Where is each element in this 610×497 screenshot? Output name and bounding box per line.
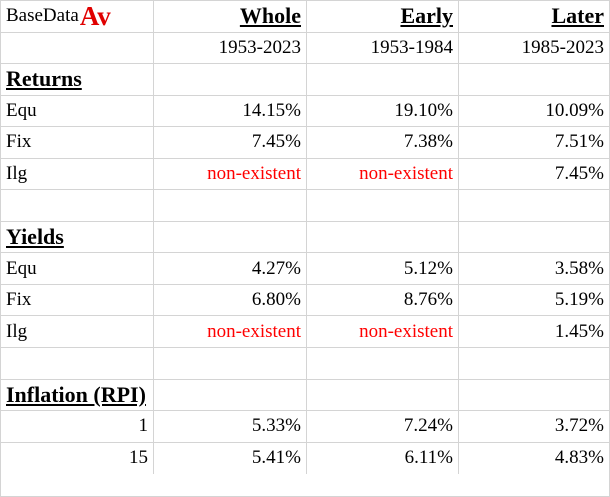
table-row: Fix 7.45% 7.38% 7.51%: [1, 127, 609, 159]
value-cell[interactable]: 3.72%: [554, 415, 604, 437]
value-cell[interactable]: 1.45%: [554, 320, 604, 342]
value-cell[interactable]: 4.83%: [554, 447, 604, 469]
empty-cell[interactable]: [307, 379, 459, 411]
value-cell[interactable]: 5.41%: [154, 442, 307, 475]
row-label[interactable]: Fix: [1, 284, 154, 316]
table-row: Equ 14.15% 19.10% 10.09%: [1, 95, 609, 128]
value-cell[interactable]: 5.12%: [307, 253, 459, 284]
empty-cell[interactable]: [154, 379, 307, 411]
value-cell[interactable]: 19.10%: [307, 95, 459, 127]
row-label[interactable]: Fix: [1, 127, 154, 158]
value-cell[interactable]: 5.33%: [154, 411, 307, 442]
empty-cell[interactable]: [307, 348, 459, 379]
value-cell[interactable]: non-existent: [307, 158, 459, 190]
blank-row: [1, 348, 609, 380]
empty-cell[interactable]: [307, 221, 459, 253]
empty-cell[interactable]: [154, 64, 307, 95]
value-cell[interactable]: 7.45%: [154, 127, 307, 158]
period-early[interactable]: 1953-1984: [307, 32, 459, 64]
section-title-returns[interactable]: Returns: [1, 64, 154, 95]
empty-cell[interactable]: [154, 190, 307, 221]
value-cell[interactable]: 8.76%: [307, 284, 459, 316]
period-row: 1953-2023 1953-1984 1985-2023: [1, 32, 609, 65]
row-label[interactable]: Ilg: [1, 316, 154, 348]
value-cell[interactable]: 6.11%: [307, 442, 459, 475]
value-cell[interactable]: 14.15%: [154, 95, 307, 127]
value-cell[interactable]: non-existent: [154, 158, 307, 190]
empty-cell[interactable]: [459, 190, 609, 221]
value-cell[interactable]: 6.80%: [154, 284, 307, 316]
column-header-early[interactable]: Early: [307, 1, 459, 32]
section-row-returns: Returns: [1, 64, 609, 96]
empty-cell[interactable]: [307, 190, 459, 221]
value-cell[interactable]: 7.38%: [307, 127, 459, 158]
empty-cell[interactable]: [1, 190, 154, 221]
table-row: 15 5.41% 6.11% 4.83%: [1, 442, 609, 475]
row-label[interactable]: Equ: [1, 95, 154, 127]
row-label[interactable]: Equ: [1, 253, 154, 284]
blank-row: [1, 190, 609, 222]
empty-cell[interactable]: [459, 380, 609, 411]
table-row: 1 5.33% 7.24% 3.72%: [1, 411, 609, 443]
empty-cell[interactable]: [1, 348, 154, 379]
section-title-yields[interactable]: Yields: [1, 221, 154, 253]
row-label[interactable]: 15: [1, 442, 154, 475]
empty-cell[interactable]: [459, 348, 609, 379]
brand-name: BaseData: [6, 5, 79, 27]
empty-cell[interactable]: [459, 64, 609, 95]
empty-cell[interactable]: [154, 221, 307, 253]
row-label[interactable]: Ilg: [1, 158, 154, 190]
brand-cell[interactable]: BaseData Av: [1, 1, 154, 32]
section-row-yields: Yields: [1, 221, 609, 254]
table-row: Ilg non-existent non-existent 1.45%: [1, 316, 609, 349]
value-cell[interactable]: 7.45%: [554, 163, 604, 184]
table-row: Ilg non-existent non-existent 7.45%: [1, 158, 609, 191]
empty-cell[interactable]: [307, 64, 459, 95]
row-label[interactable]: 1: [1, 411, 154, 442]
brand-suffix: Av: [79, 1, 111, 31]
value-cell[interactable]: non-existent: [154, 316, 307, 348]
value-cell[interactable]: 3.58%: [554, 257, 604, 279]
section-row-inflation: Inflation (RPI): [1, 379, 609, 412]
value-cell[interactable]: 4.27%: [154, 253, 307, 284]
value-cell[interactable]: non-existent: [307, 316, 459, 348]
column-header-later[interactable]: Later: [551, 3, 604, 29]
value-cell[interactable]: 10.09%: [545, 99, 604, 121]
empty-cell[interactable]: [154, 348, 307, 379]
value-cell[interactable]: 5.19%: [554, 289, 604, 311]
empty-cell[interactable]: [459, 222, 609, 253]
header-row: BaseData Av Whole Early Later: [1, 1, 609, 33]
value-cell[interactable]: 7.24%: [307, 411, 459, 442]
empty-cell[interactable]: [1, 32, 154, 64]
value-cell[interactable]: 7.51%: [554, 131, 604, 153]
table-row: Fix 6.80% 8.76% 5.19%: [1, 284, 609, 317]
period-whole[interactable]: 1953-2023: [154, 32, 307, 64]
section-title-inflation[interactable]: Inflation (RPI): [1, 379, 154, 411]
period-later[interactable]: 1985-2023: [521, 36, 604, 58]
table-row: Equ 4.27% 5.12% 3.58%: [1, 253, 609, 285]
column-header-whole[interactable]: Whole: [154, 1, 307, 32]
